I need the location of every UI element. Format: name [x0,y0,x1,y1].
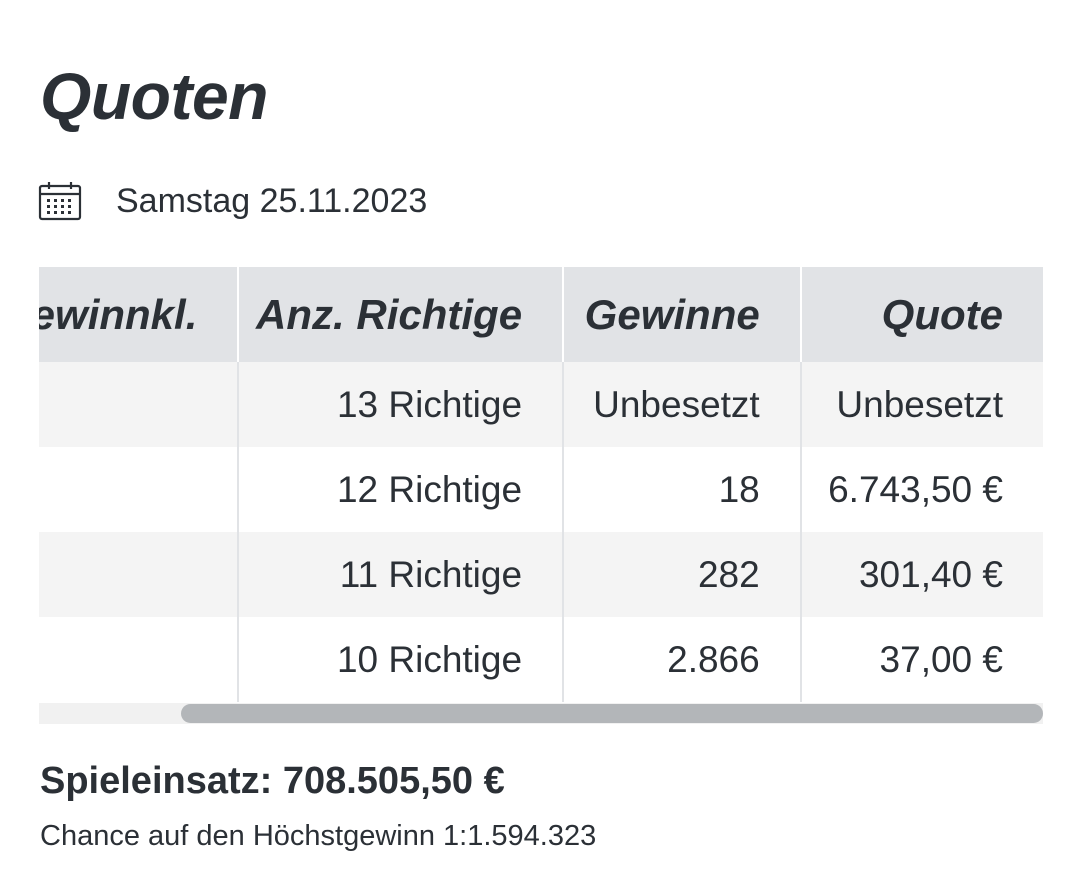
header-class: Gewinnkl. [39,267,239,362]
cell-winners: 2.866 [562,617,801,702]
scrollbar-thumb[interactable] [181,704,1043,723]
calendar-icon [38,181,82,221]
table-row: 12 Richtige 18 6.743,50 € [39,447,1043,532]
cell-matches: 11 Richtige [237,532,564,617]
table-row: 11 Richtige 282 301,40 € [39,532,1043,617]
page-title: Quoten [40,59,268,133]
cell-class [39,532,239,617]
cell-class [39,617,239,702]
horizontal-scrollbar[interactable] [39,703,1043,724]
header-matches: Anz. Richtige [237,267,564,362]
quotes-table: Gewinnkl. Anz. Richtige Gewinne Quote 13… [39,267,1043,702]
cell-class [39,447,239,532]
cell-quote: 37,00 € [799,617,1043,702]
date-row: Samstag 25.11.2023 [38,178,427,224]
cell-winners: Unbesetzt [562,362,801,447]
cell-winners: 282 [562,532,801,617]
cell-matches: 13 Richtige [237,362,564,447]
quotes-table-scroll-area[interactable]: Gewinnkl. Anz. Richtige Gewinne Quote 13… [39,267,1043,727]
cell-matches: 10 Richtige [237,617,564,702]
draw-date: Samstag 25.11.2023 [116,181,428,220]
header-winners: Gewinne [562,267,801,362]
table-header-row: Gewinnkl. Anz. Richtige Gewinne Quote [39,267,1043,362]
table-row: 13 Richtige Unbesetzt Unbesetzt [39,362,1043,447]
cell-quote: 301,40 € [799,532,1043,617]
jackpot-chance: Chance auf den Höchstgewinn 1:1.594.323 [40,820,597,852]
header-quote: Quote [799,267,1043,362]
stake-total: Spieleinsatz: 708.505,50 € [40,760,505,802]
cell-winners: 18 [562,447,801,532]
cell-quote: Unbesetzt [799,362,1043,447]
cell-class [39,362,239,447]
cell-matches: 12 Richtige [237,447,564,532]
table-row: 10 Richtige 2.866 37,00 € [39,617,1043,702]
cell-quote: 6.743,50 € [799,447,1043,532]
